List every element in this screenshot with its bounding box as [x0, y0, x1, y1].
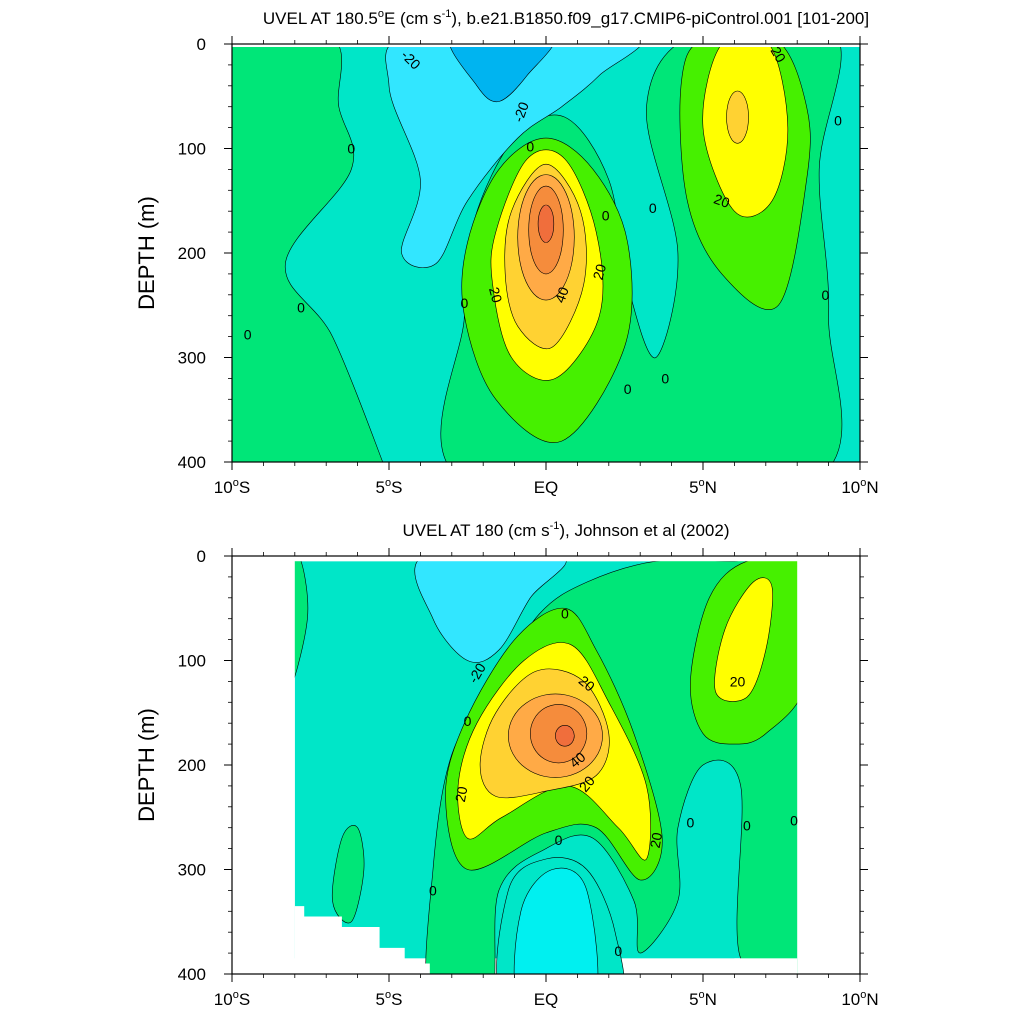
contour-label: 0	[649, 200, 657, 216]
contour-fill-neg20	[385, 44, 643, 268]
contour-label: 0	[602, 207, 610, 223]
x-tick-label: EQ	[534, 478, 559, 497]
contour-label: 20	[730, 673, 746, 689]
x-tick-label: EQ	[534, 990, 559, 1009]
no-data-southeast	[734, 958, 798, 974]
contour-fill-pos0-west	[232, 44, 384, 462]
contour-label: 0	[297, 299, 305, 315]
no-data-west	[232, 556, 295, 974]
y-axis-title: DEPTH (m)	[134, 196, 159, 310]
x-tick-label: 5oN	[689, 477, 717, 497]
contour-label: 20	[712, 191, 732, 211]
y-tick-label: 0	[197, 547, 206, 566]
x-tick-label: 5oN	[689, 989, 717, 1009]
contour-label: 0	[429, 882, 437, 898]
contour-label: 0	[834, 112, 842, 128]
contour-fill-euc-60	[537, 204, 555, 243]
contour-label: 0	[526, 138, 534, 154]
contour-label: 0	[743, 818, 751, 834]
contour-fill-neg30	[449, 44, 555, 103]
contour-fill-pos0-west-blob	[331, 825, 365, 924]
contour-label: 0	[614, 943, 622, 959]
contour-label: 20	[590, 262, 610, 281]
contour-label: 20	[452, 785, 470, 803]
contour-fill-necc-20	[714, 577, 773, 702]
contour-label: 0	[624, 381, 632, 397]
contour-label: 20	[486, 285, 506, 304]
y-tick-label: 0	[197, 35, 206, 54]
contour-field	[232, 556, 860, 974]
y-tick-label: 400	[178, 453, 206, 472]
x-tick-label: 5oS	[376, 477, 403, 497]
contour-label: 0	[464, 713, 472, 729]
no-data-topography	[294, 906, 430, 974]
contour-label: 0	[822, 287, 830, 303]
x-tick-label: 10oN	[841, 989, 878, 1009]
contour-label: 0	[460, 295, 468, 311]
y-tick-label: 100	[178, 652, 206, 671]
contour-fill-neg20	[414, 556, 567, 663]
x-tick-label: 10oS	[214, 989, 250, 1009]
y-tick-label: 100	[178, 140, 206, 159]
contour-label: 0	[561, 605, 569, 621]
no-data-east	[797, 556, 860, 974]
surface-strip	[232, 44, 860, 47]
panel-title: UVEL AT 180.5oE (cm s-1), b.e21.B1850.f0…	[263, 8, 869, 28]
y-axis-title: DEPTH (m)	[134, 708, 159, 822]
contour-label: 40	[552, 285, 572, 305]
panel-title: UVEL AT 180 (cm s-1), Johnson et al (200…	[403, 520, 730, 540]
y-tick-label: 200	[178, 244, 206, 263]
contour-label: -20	[510, 99, 532, 124]
contour-fill-euc-60	[555, 725, 575, 747]
y-tick-label: 200	[178, 756, 206, 775]
x-tick-label: 5oS	[376, 989, 403, 1009]
y-tick-label: 400	[178, 965, 206, 984]
contour-label: 0	[661, 370, 669, 386]
contour-fill-deep-cyan	[513, 867, 599, 974]
y-tick-label: 300	[178, 861, 206, 880]
contour-label: 0	[347, 141, 355, 157]
contour-fill-necc-30	[726, 90, 749, 144]
contour-label: 20	[647, 831, 665, 849]
contour-field	[232, 44, 860, 462]
x-tick-label: 10oN	[841, 477, 878, 497]
no-data-surface	[232, 556, 860, 562]
contour-label: 0	[555, 832, 563, 848]
contour-label: 0	[790, 812, 798, 828]
y-tick-label: 300	[178, 349, 206, 368]
x-tick-label: 10oS	[214, 477, 250, 497]
contour-label: 0	[687, 814, 695, 830]
contour-label: 20	[768, 44, 790, 66]
contour-label: 0	[244, 327, 252, 343]
